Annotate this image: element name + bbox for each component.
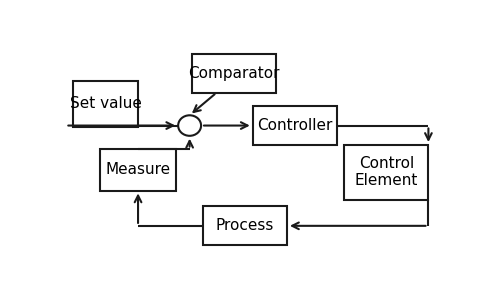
Text: Process: Process xyxy=(216,218,274,233)
FancyBboxPatch shape xyxy=(191,54,276,92)
Text: Controller: Controller xyxy=(257,118,332,133)
FancyBboxPatch shape xyxy=(100,149,176,191)
Ellipse shape xyxy=(178,115,201,136)
Text: Set value: Set value xyxy=(70,96,141,111)
Text: Measure: Measure xyxy=(106,163,171,178)
FancyBboxPatch shape xyxy=(203,207,287,245)
FancyBboxPatch shape xyxy=(344,145,428,200)
Text: Comparator: Comparator xyxy=(188,66,280,81)
FancyBboxPatch shape xyxy=(252,106,337,145)
FancyBboxPatch shape xyxy=(73,81,138,127)
Text: Control
Element: Control Element xyxy=(354,156,418,189)
